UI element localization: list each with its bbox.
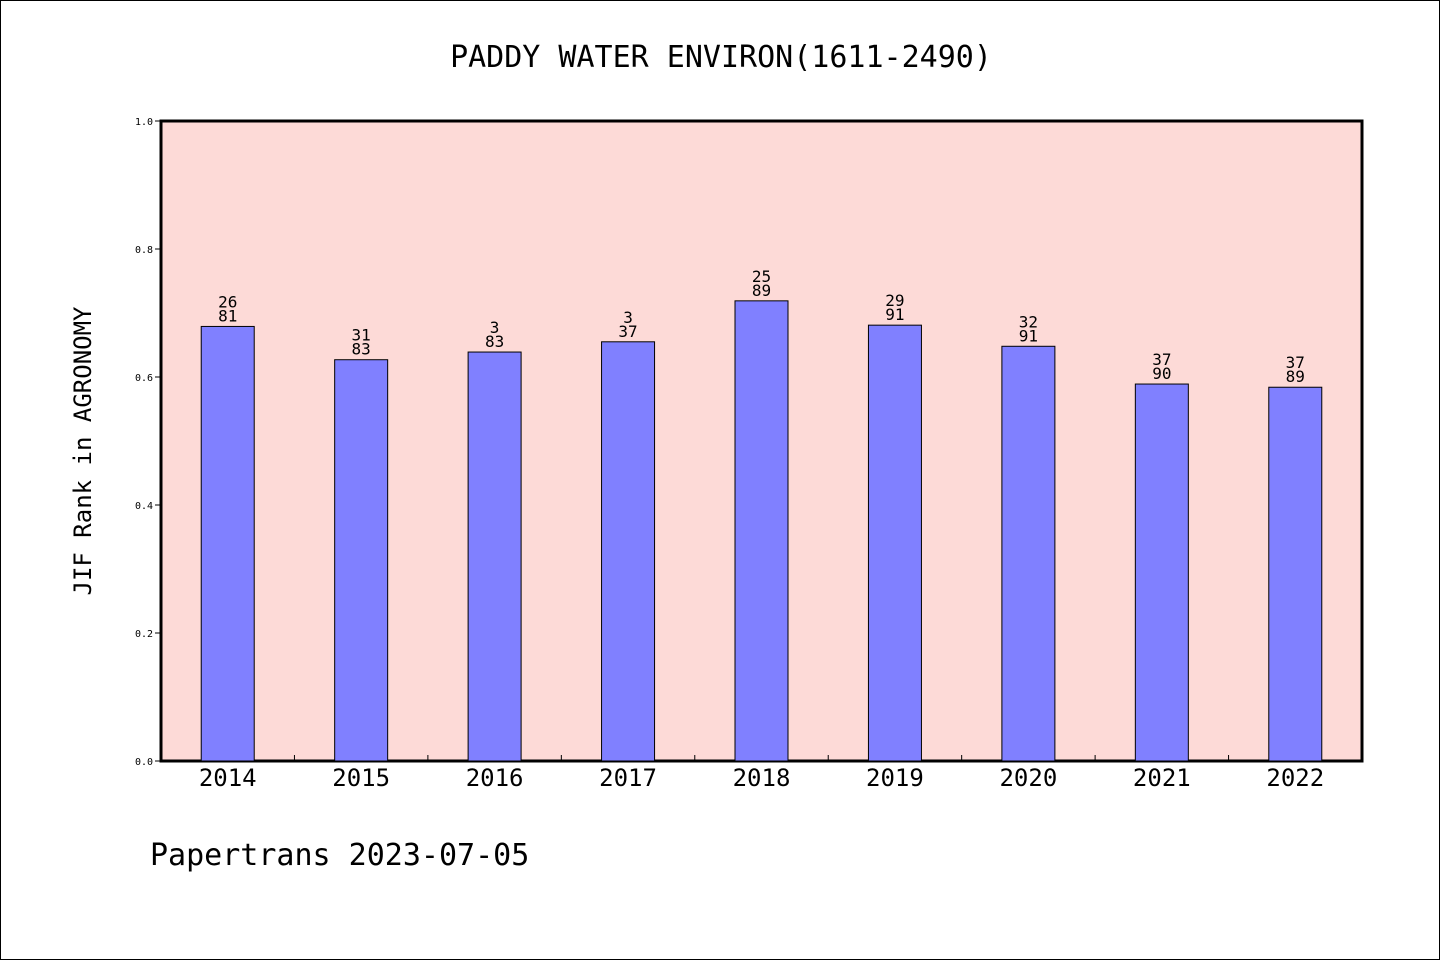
bar bbox=[1134, 383, 1189, 762]
y-tick-label: 0.6 bbox=[135, 373, 153, 384]
x-tick-label: 2017 bbox=[599, 764, 657, 792]
bar-data-label: 3 bbox=[490, 318, 500, 337]
bar-data-label: 29 bbox=[885, 291, 904, 310]
bar bbox=[601, 341, 656, 762]
y-tick-label: 0.4 bbox=[135, 501, 153, 512]
bar bbox=[467, 351, 522, 762]
x-tick-label: 2015 bbox=[332, 764, 390, 792]
bar-data-label: 91 bbox=[1019, 326, 1038, 345]
bar bbox=[734, 300, 789, 762]
bar-data-label: 90 bbox=[1152, 364, 1171, 383]
bar bbox=[1001, 345, 1056, 762]
chart-title: PADDY WATER ENVIRON(1611-2490) bbox=[450, 40, 992, 75]
x-tick-label: 2016 bbox=[466, 764, 524, 792]
bar-data-label: 83 bbox=[485, 332, 504, 351]
x-axis: 2014 2015 2016 2017 2018 2019 2020 2021 2022 bbox=[199, 755, 1324, 792]
bar-data-label: 25 bbox=[752, 267, 771, 286]
bar-data-label: 3 bbox=[623, 308, 633, 327]
bar-data-label: 37 bbox=[1286, 353, 1305, 372]
y-tick-label: 0.2 bbox=[135, 629, 153, 640]
x-tick-label: 2014 bbox=[199, 764, 257, 792]
bar-data-label: 31 bbox=[352, 326, 371, 345]
y-axis: 0.0 0.2 0.4 0.6 0.8 1.0 bbox=[135, 117, 161, 768]
x-tick-label: 2018 bbox=[733, 764, 791, 792]
y-tick-label: 1.0 bbox=[135, 117, 153, 128]
bar-data-label: 37 bbox=[618, 322, 637, 341]
x-tick-label: 2021 bbox=[1133, 764, 1191, 792]
bar-data-label: 81 bbox=[218, 306, 237, 325]
bar-data-label: 32 bbox=[1019, 312, 1038, 331]
y-axis-label: JIF Rank in AGRONOMY bbox=[69, 306, 97, 596]
y-tick-label: 0.0 bbox=[135, 757, 153, 768]
y-tick-label: 0.8 bbox=[135, 245, 153, 256]
bar bbox=[867, 324, 922, 762]
bar-data-label: 89 bbox=[1286, 367, 1305, 386]
bar bbox=[334, 359, 389, 762]
x-tick-label: 2019 bbox=[866, 764, 924, 792]
x-tick-label: 2022 bbox=[1266, 764, 1324, 792]
bar-data-label: 89 bbox=[752, 281, 771, 300]
bar-data-label: 91 bbox=[885, 305, 904, 324]
bar-data-label: 37 bbox=[1152, 350, 1171, 369]
bar-data-label: 26 bbox=[218, 292, 237, 311]
x-tick-label: 2020 bbox=[999, 764, 1057, 792]
bar bbox=[200, 325, 255, 762]
footer-text: Papertrans 2023-07-05 bbox=[150, 838, 529, 873]
bar bbox=[1268, 386, 1323, 762]
bar-data-label: 83 bbox=[352, 340, 371, 359]
